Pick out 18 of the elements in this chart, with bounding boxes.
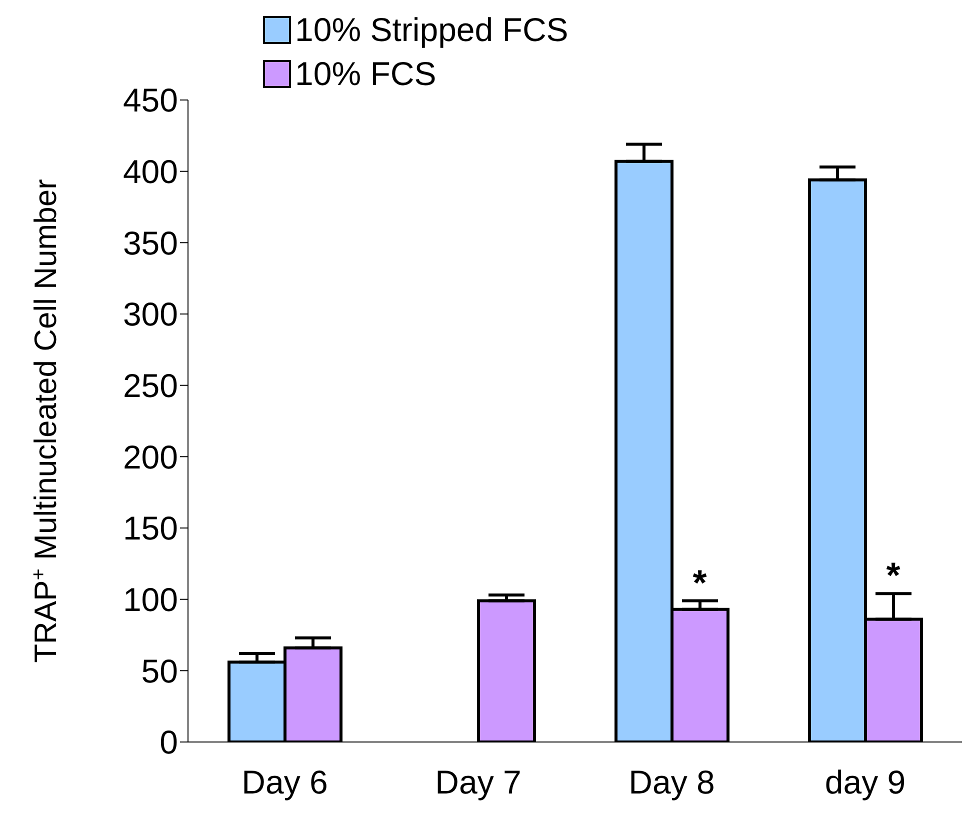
y-tick-label: 0 <box>160 724 178 761</box>
y-tick-label: 300 <box>122 296 178 333</box>
legend-label: 10% FCS <box>295 55 436 93</box>
x-tick-label: Day 6 <box>242 763 328 800</box>
x-tick-label: Day 7 <box>435 763 522 800</box>
legend-label: 10% Stripped FCS <box>295 11 568 49</box>
y-tick-label: 450 <box>122 82 178 119</box>
x-tick-label: day 9 <box>824 763 906 800</box>
y-tick-label: 350 <box>122 224 178 262</box>
y-tick-label: 150 <box>122 510 178 547</box>
y-tick-label: 100 <box>122 581 178 618</box>
y-tick-label: 200 <box>122 438 178 476</box>
y-tick-label: 250 <box>122 367 178 404</box>
y-tick-label: 50 <box>141 652 178 690</box>
x-tick-label: Day 8 <box>628 763 715 800</box>
y-tick-label: 400 <box>122 153 178 190</box>
annotation: * <box>692 562 707 603</box>
annotation: * <box>886 554 900 596</box>
